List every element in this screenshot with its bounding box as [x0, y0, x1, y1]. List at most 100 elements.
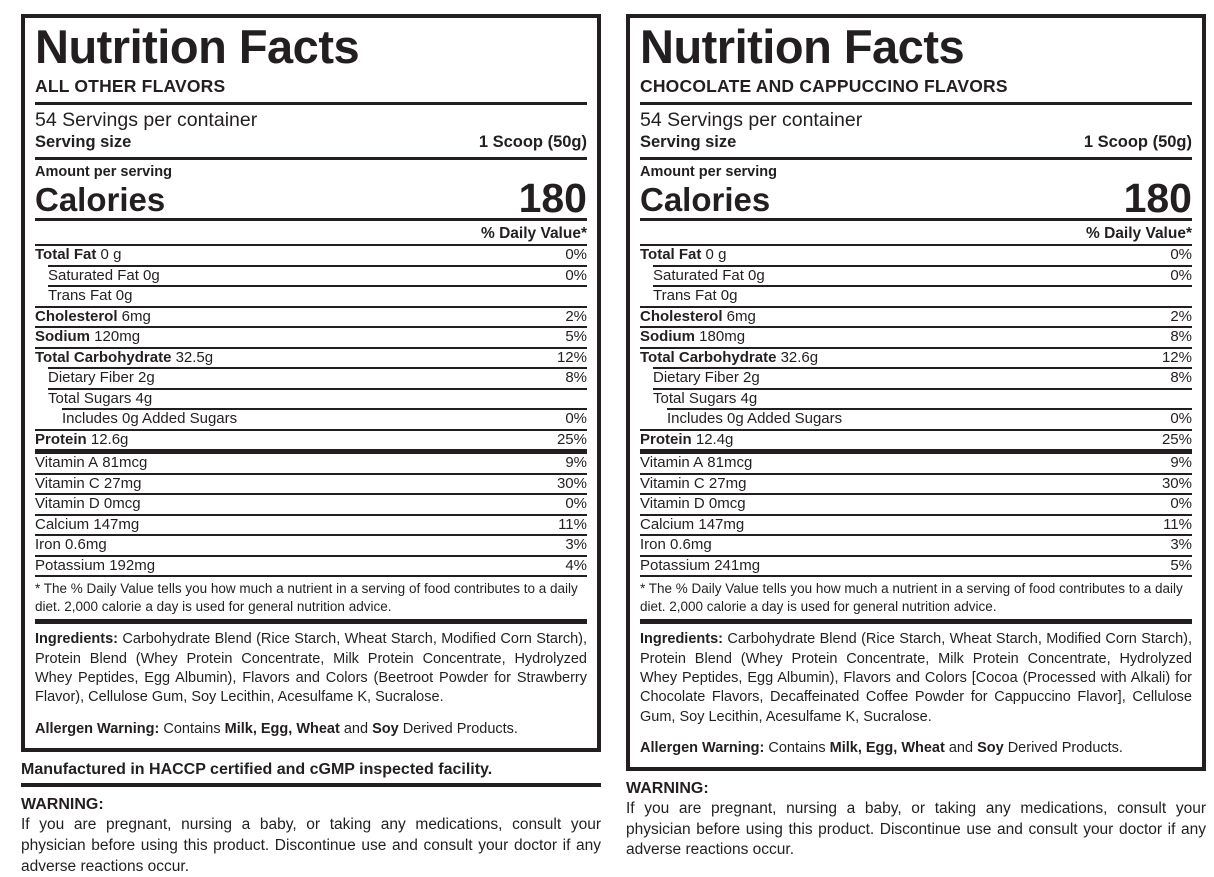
nutrient-row: Potassium 192mg 4%: [35, 554, 587, 576]
nutrient-row: Cholesterol 6mg 2%: [35, 305, 587, 327]
panel-title: Nutrition Facts: [640, 20, 965, 73]
warning-heading: WARNING:: [21, 796, 104, 814]
nutrient-amount: 147mg: [694, 515, 745, 533]
nutrient-row: Cholesterol 6mg 2%: [640, 305, 1192, 327]
nutrient-amount: 32.5g: [171, 348, 214, 366]
daily-value-percent: 0%: [565, 495, 587, 513]
nutrient-amount: 4g: [736, 389, 758, 407]
nutrient-row: Saturated Fat 0g 0%: [48, 264, 587, 286]
nutrient-name: Potassium: [640, 556, 711, 574]
daily-value-percent: 30%: [1161, 474, 1192, 492]
nutrient-name-amount: Includes 0g Added Sugars: [62, 411, 237, 428]
nutrient-name: Vitamin A: [35, 454, 99, 472]
nutrient-name: Vitamin D: [640, 495, 705, 513]
nutrient-name: Trans Fat: [653, 287, 717, 305]
nutrient-amount: 2g: [133, 369, 155, 387]
serving-size-row: Serving size 1 Scoop (50g): [35, 131, 587, 161]
nutrient-name: Vitamin C: [35, 474, 100, 492]
nutrition-facts-box: Nutrition Facts CHOCOLATE AND CAPPUCCINO…: [626, 14, 1206, 772]
nutrient-name: Total Sugars: [653, 389, 737, 407]
servings-per-container: 54 Servings per container: [35, 108, 258, 131]
nutrient-row: Vitamin A 81mcg 9%: [35, 449, 587, 473]
daily-value-percent: 0%: [565, 410, 587, 428]
nutrient-name: Iron: [35, 536, 61, 554]
nutrient-amount: 0mcg: [704, 495, 746, 513]
nutrient-amount: 6mg: [117, 307, 151, 325]
nutrient-row: Vitamin D 0mcg 0%: [35, 493, 587, 514]
warning-block: WARNING: If you are pregnant, nursing a …: [21, 795, 601, 877]
daily-value-percent: 0%: [1170, 266, 1192, 284]
daily-value-percent: 0%: [565, 246, 587, 264]
calories-label: Calories: [35, 181, 166, 219]
daily-value-percent: 11%: [1163, 515, 1192, 533]
nutrient-amount: 81mcg: [703, 454, 753, 472]
nutrient-row: Protein 12.6g 25%: [35, 428, 587, 450]
serving-size-label: Serving size: [35, 133, 132, 152]
nutrient-row: Total Carbohydrate 32.5g 12%: [35, 346, 587, 368]
daily-value-percent: 9%: [1170, 454, 1192, 472]
warning-text: If you are pregnant, nursing a baby, or …: [21, 816, 601, 875]
allergen-warning-label: Allergen Warning:: [35, 720, 160, 737]
warning-heading: WARNING:: [626, 780, 709, 798]
nutrient-name: Total Carbohydrate: [35, 348, 172, 366]
allergen-segment: Milk, Egg, Wheat: [224, 720, 340, 737]
nutrient-name: Includes 0g Added Sugars: [62, 410, 238, 428]
ingredients-paragraph: Ingredients: Carbohydrate Blend (Rice St…: [640, 630, 1192, 726]
nutrient-row: Trans Fat 0g: [48, 285, 587, 306]
allergen-warning: Allergen Warning: Contains Milk, Egg, Wh…: [35, 721, 587, 738]
nutrient-name-amount: Dietary Fiber 2g: [653, 370, 760, 387]
allergen-segment: Soy: [372, 720, 399, 737]
daily-value-percent: 4%: [565, 556, 587, 574]
allergen-segment: and: [944, 739, 978, 756]
nutrient-amount: 147mg: [89, 515, 140, 533]
nutrient-row: Vitamin D 0mcg 0%: [640, 493, 1192, 514]
nutrient-amount: 27mg: [99, 474, 142, 492]
calories-value: 180: [518, 175, 587, 222]
nutrient-name-amount: Total Fat 0 g: [35, 247, 121, 264]
daily-value-percent: 5%: [565, 328, 587, 346]
daily-value-percent: 12%: [1161, 348, 1192, 366]
nutrient-amount: 2g: [738, 369, 760, 387]
nutrient-name: Dietary Fiber: [653, 369, 739, 387]
nutrient-row: Trans Fat 0g: [653, 285, 1192, 306]
nutrient-row: Sodium 180mg 8%: [640, 326, 1192, 347]
nutrient-name: Calcium: [35, 515, 90, 533]
daily-value-percent: 12%: [556, 348, 587, 366]
nutrient-amount: 0.6mg: [60, 536, 107, 554]
nutrient-amount: 0 g: [96, 246, 122, 264]
allergen-warning-text: Contains Milk, Egg, Wheat and Soy Derive…: [764, 740, 1123, 756]
allergen-segment: Contains: [159, 720, 225, 737]
nutrient-amount: 12.4g: [691, 430, 734, 448]
daily-value-percent: 3%: [1170, 536, 1192, 554]
nutrient-name: Total Carbohydrate: [640, 348, 777, 366]
nutrient-name: Cholesterol: [640, 307, 723, 325]
flavor-subtitle: ALL OTHER FLAVORS: [35, 74, 587, 105]
nutrient-name-amount: Vitamin A 81mcg: [640, 455, 752, 472]
nutrient-row: Total Sugars 4g: [48, 387, 587, 409]
nutrient-row: Vitamin A 81mcg 9%: [640, 449, 1192, 473]
nutrient-row: Saturated Fat 0g 0%: [653, 264, 1192, 286]
daily-value-percent: 8%: [565, 369, 587, 387]
nutrient-name: Vitamin D: [35, 495, 100, 513]
calories-row: Calories 180: [640, 175, 1192, 222]
allergen-segment: and: [339, 720, 373, 737]
nutrient-name-amount: Sodium 180mg: [640, 329, 745, 346]
nutrient-name: Includes 0g Added Sugars: [667, 410, 843, 428]
nutrient-row: Total Fat 0 g 0%: [35, 244, 587, 265]
nutrient-name-amount: Trans Fat 0g: [48, 288, 133, 305]
ingredients-label: Ingredients:: [35, 631, 118, 648]
daily-value-percent: 2%: [565, 307, 587, 325]
nutrient-name: Total Sugars: [48, 389, 132, 407]
nutrient-row: Total Carbohydrate 32.6g 12%: [640, 346, 1192, 368]
nutrient-name-amount: Iron 0.6mg: [35, 537, 107, 554]
nutrient-rows: Total Fat 0 g 0% Saturated Fat 0g 0% Trans F…: [640, 244, 1192, 578]
nutrient-amount: 241mg: [710, 556, 761, 574]
nutrient-amount: 6mg: [722, 307, 756, 325]
nutrient-name: Total Fat: [640, 246, 702, 264]
amount-per-serving-label: Amount per serving: [640, 164, 777, 181]
nutrient-row: Protein 12.4g 25%: [640, 428, 1192, 450]
nutrient-name-amount: Cholesterol 6mg: [35, 307, 151, 326]
calories-value: 180: [1123, 175, 1192, 222]
nutrient-name-amount: Includes 0g Added Sugars: [667, 411, 842, 428]
nutrient-amount: 0g: [111, 287, 133, 305]
